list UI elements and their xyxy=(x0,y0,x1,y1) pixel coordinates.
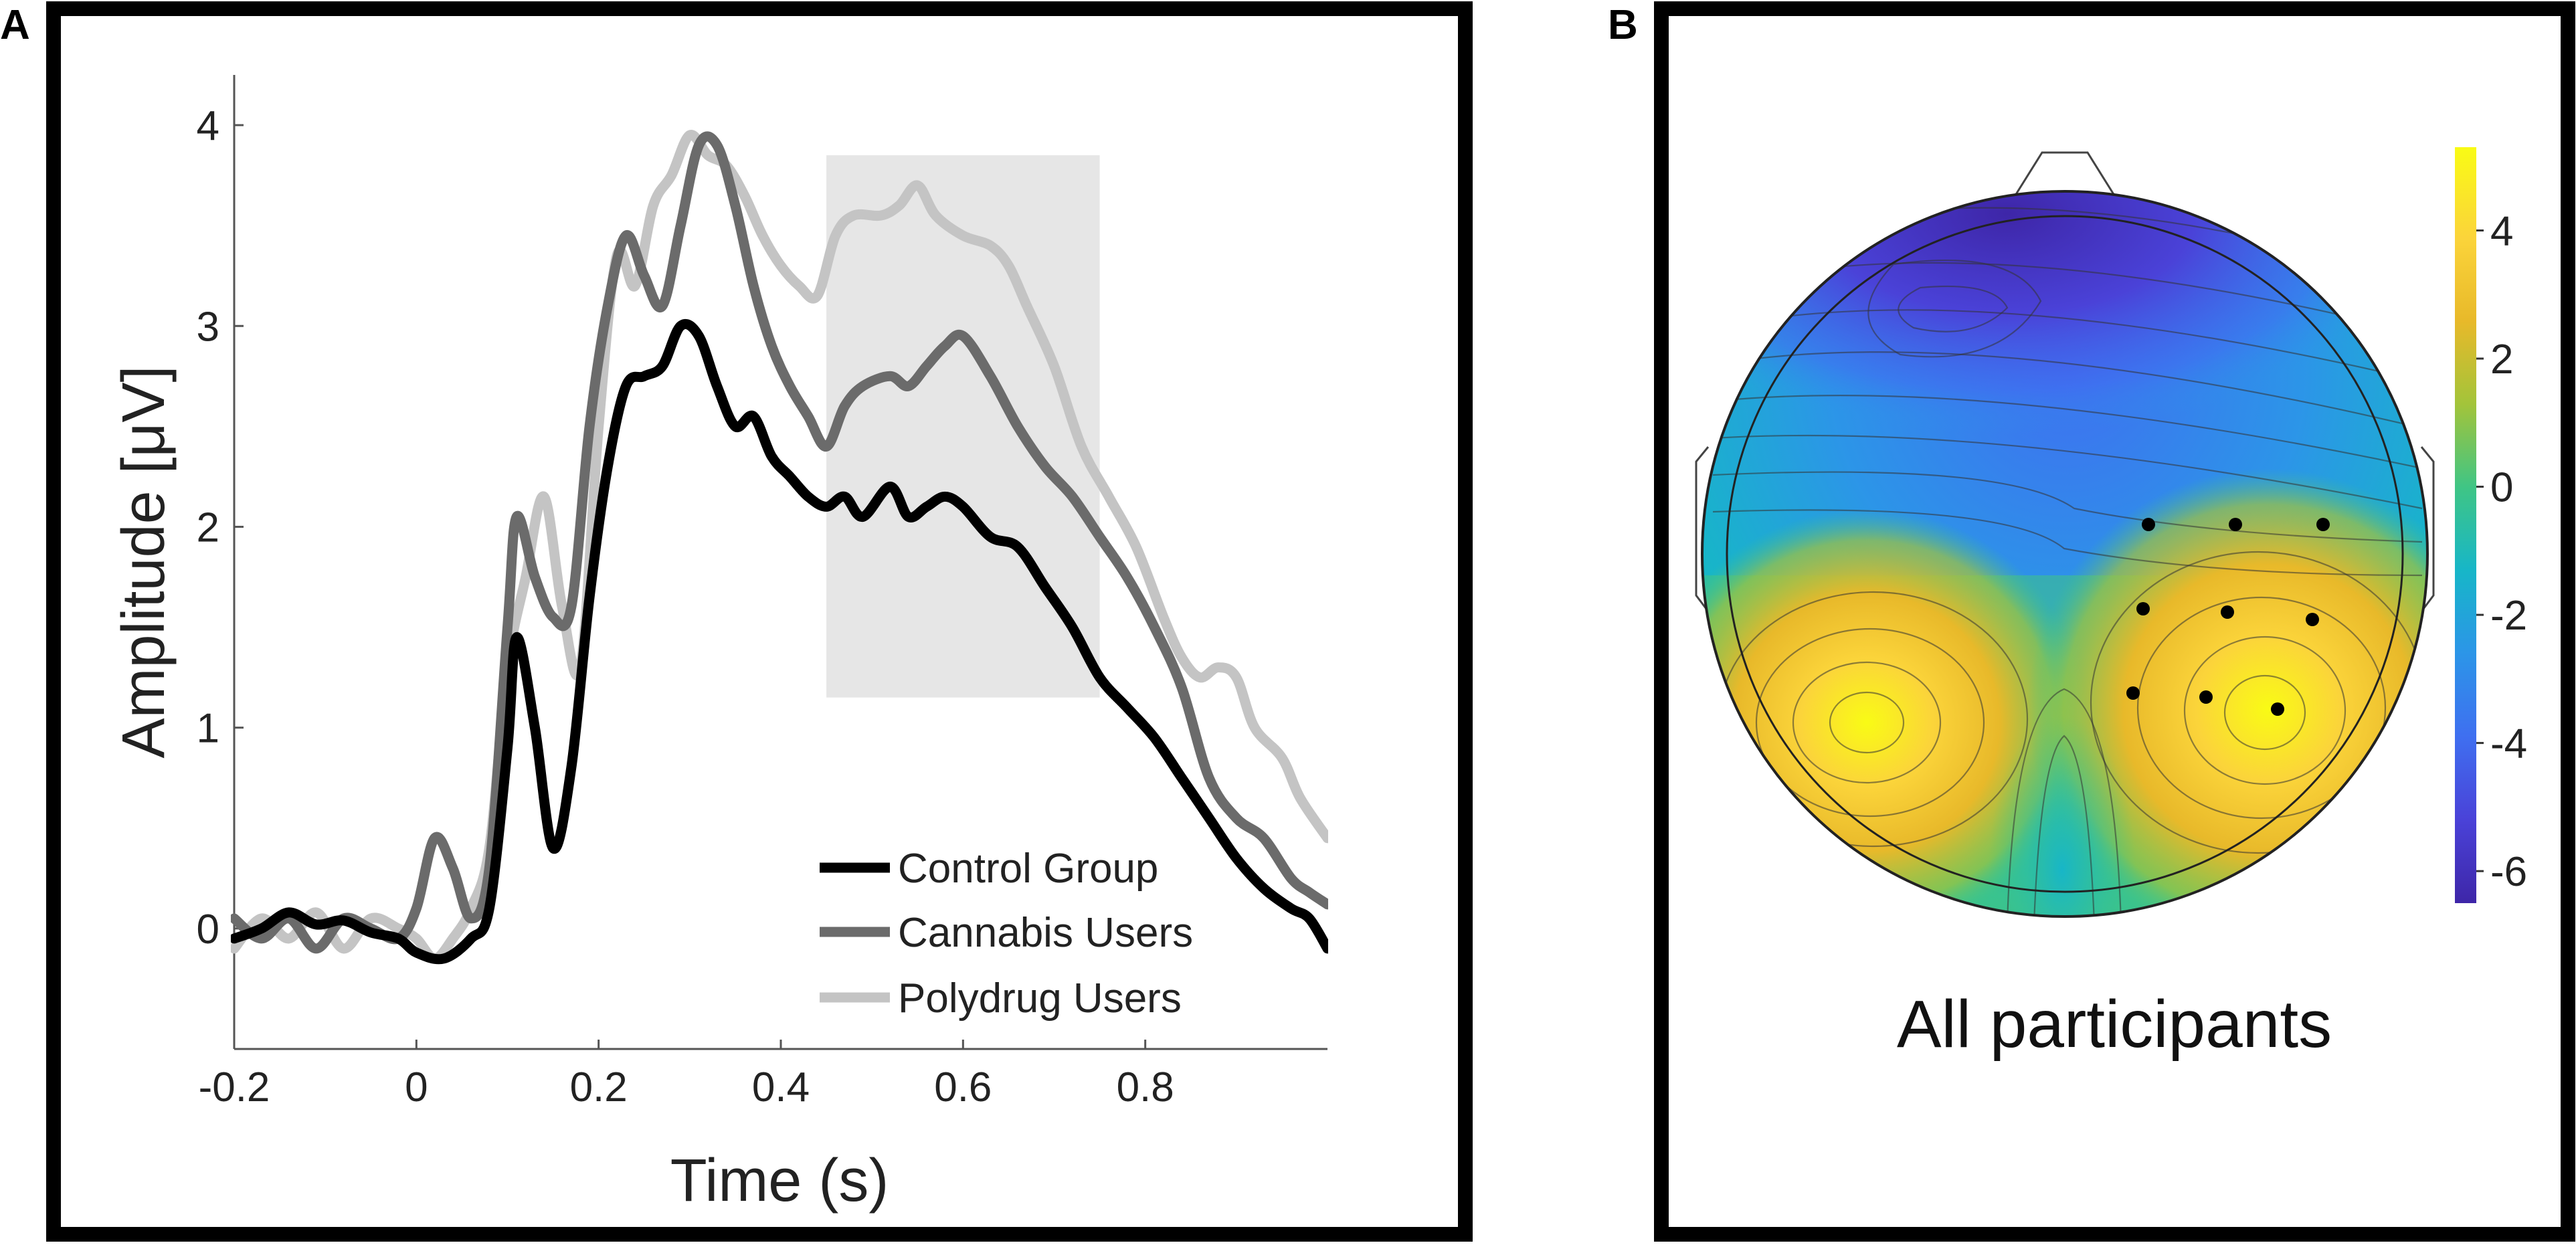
colorbar-tick-label: 0 xyxy=(2490,465,2513,511)
colorbar-tick-label: 2 xyxy=(2490,337,2513,383)
erp-line-chart: -0.2 0 0.2 0.4 0.6 0.8 0 1 2 3 4 Time (s) Amplitu… xyxy=(110,75,1328,1214)
x-tick-label: 0.8 xyxy=(1117,1064,1174,1111)
electrode-marker xyxy=(2271,702,2284,716)
legend-label-polydrug: Polydrug Users xyxy=(898,975,1182,1022)
legend: Control Group Cannabis Users Polydrug Us… xyxy=(820,846,1193,1022)
series-lines xyxy=(231,130,1328,965)
series-line-control-group xyxy=(231,318,1328,965)
colorbar-ticks: 4 2 0 -2 -4 -6 xyxy=(2476,208,2527,895)
legend-label-control: Control Group xyxy=(898,846,1158,892)
electrode-marker xyxy=(2142,518,2155,531)
colorbar-tick-label: -2 xyxy=(2490,593,2527,639)
x-tick-label: 0 xyxy=(405,1064,428,1111)
colorbar-gradient xyxy=(2455,147,2476,903)
x-tick-label: 0.6 xyxy=(934,1064,992,1111)
inner-head-ring xyxy=(1726,215,2404,893)
y-tick-label: 4 xyxy=(197,103,219,149)
scalp-topography xyxy=(1695,151,2435,918)
y-tick-label: 0 xyxy=(197,906,219,953)
colorbar-tick-label: -4 xyxy=(2490,721,2527,767)
panel-b-label: B xyxy=(1608,2,1638,48)
y-tick-label: 1 xyxy=(197,706,219,752)
electrode-marker xyxy=(2126,686,2140,700)
x-tick-label: -0.2 xyxy=(199,1064,270,1111)
electrode-marker xyxy=(2306,613,2319,626)
electrode-marker xyxy=(2199,690,2213,704)
electrode-marker xyxy=(2316,518,2330,531)
y-tick-label: 3 xyxy=(197,304,219,350)
panel-a-frame xyxy=(46,1,1473,1242)
y-axis-ticks: 0 1 2 3 4 xyxy=(197,103,244,953)
highlighted-electrodes xyxy=(2126,518,2330,716)
y-tick-label: 2 xyxy=(197,504,219,551)
series-line-cannabis-users xyxy=(231,131,1328,954)
x-tick-label: 0.2 xyxy=(570,1064,628,1111)
head-outline xyxy=(1701,190,2429,918)
electrode-marker xyxy=(2221,605,2234,619)
panel-a-label: A xyxy=(0,2,30,48)
x-axis-label: Time (s) xyxy=(670,1147,889,1214)
electrode-marker xyxy=(2229,518,2242,531)
electrode-marker xyxy=(2136,602,2150,615)
colorbar: 4 2 0 -2 -4 -6 xyxy=(2455,147,2527,903)
head-nose xyxy=(2014,151,2116,196)
topography-title: All participants xyxy=(1897,987,2332,1062)
colorbar-tick-label: -6 xyxy=(2490,849,2527,895)
x-tick-label: 0.4 xyxy=(752,1064,810,1111)
scalp-heatmap xyxy=(1702,191,2427,917)
x-axis-ticks: -0.2 0 0.2 0.4 0.6 0.8 xyxy=(199,1040,1174,1111)
legend-label-cannabis: Cannabis Users xyxy=(898,910,1193,956)
y-axis-label: Amplitude [μV] xyxy=(110,365,177,758)
colorbar-tick-label: 4 xyxy=(2490,208,2513,254)
